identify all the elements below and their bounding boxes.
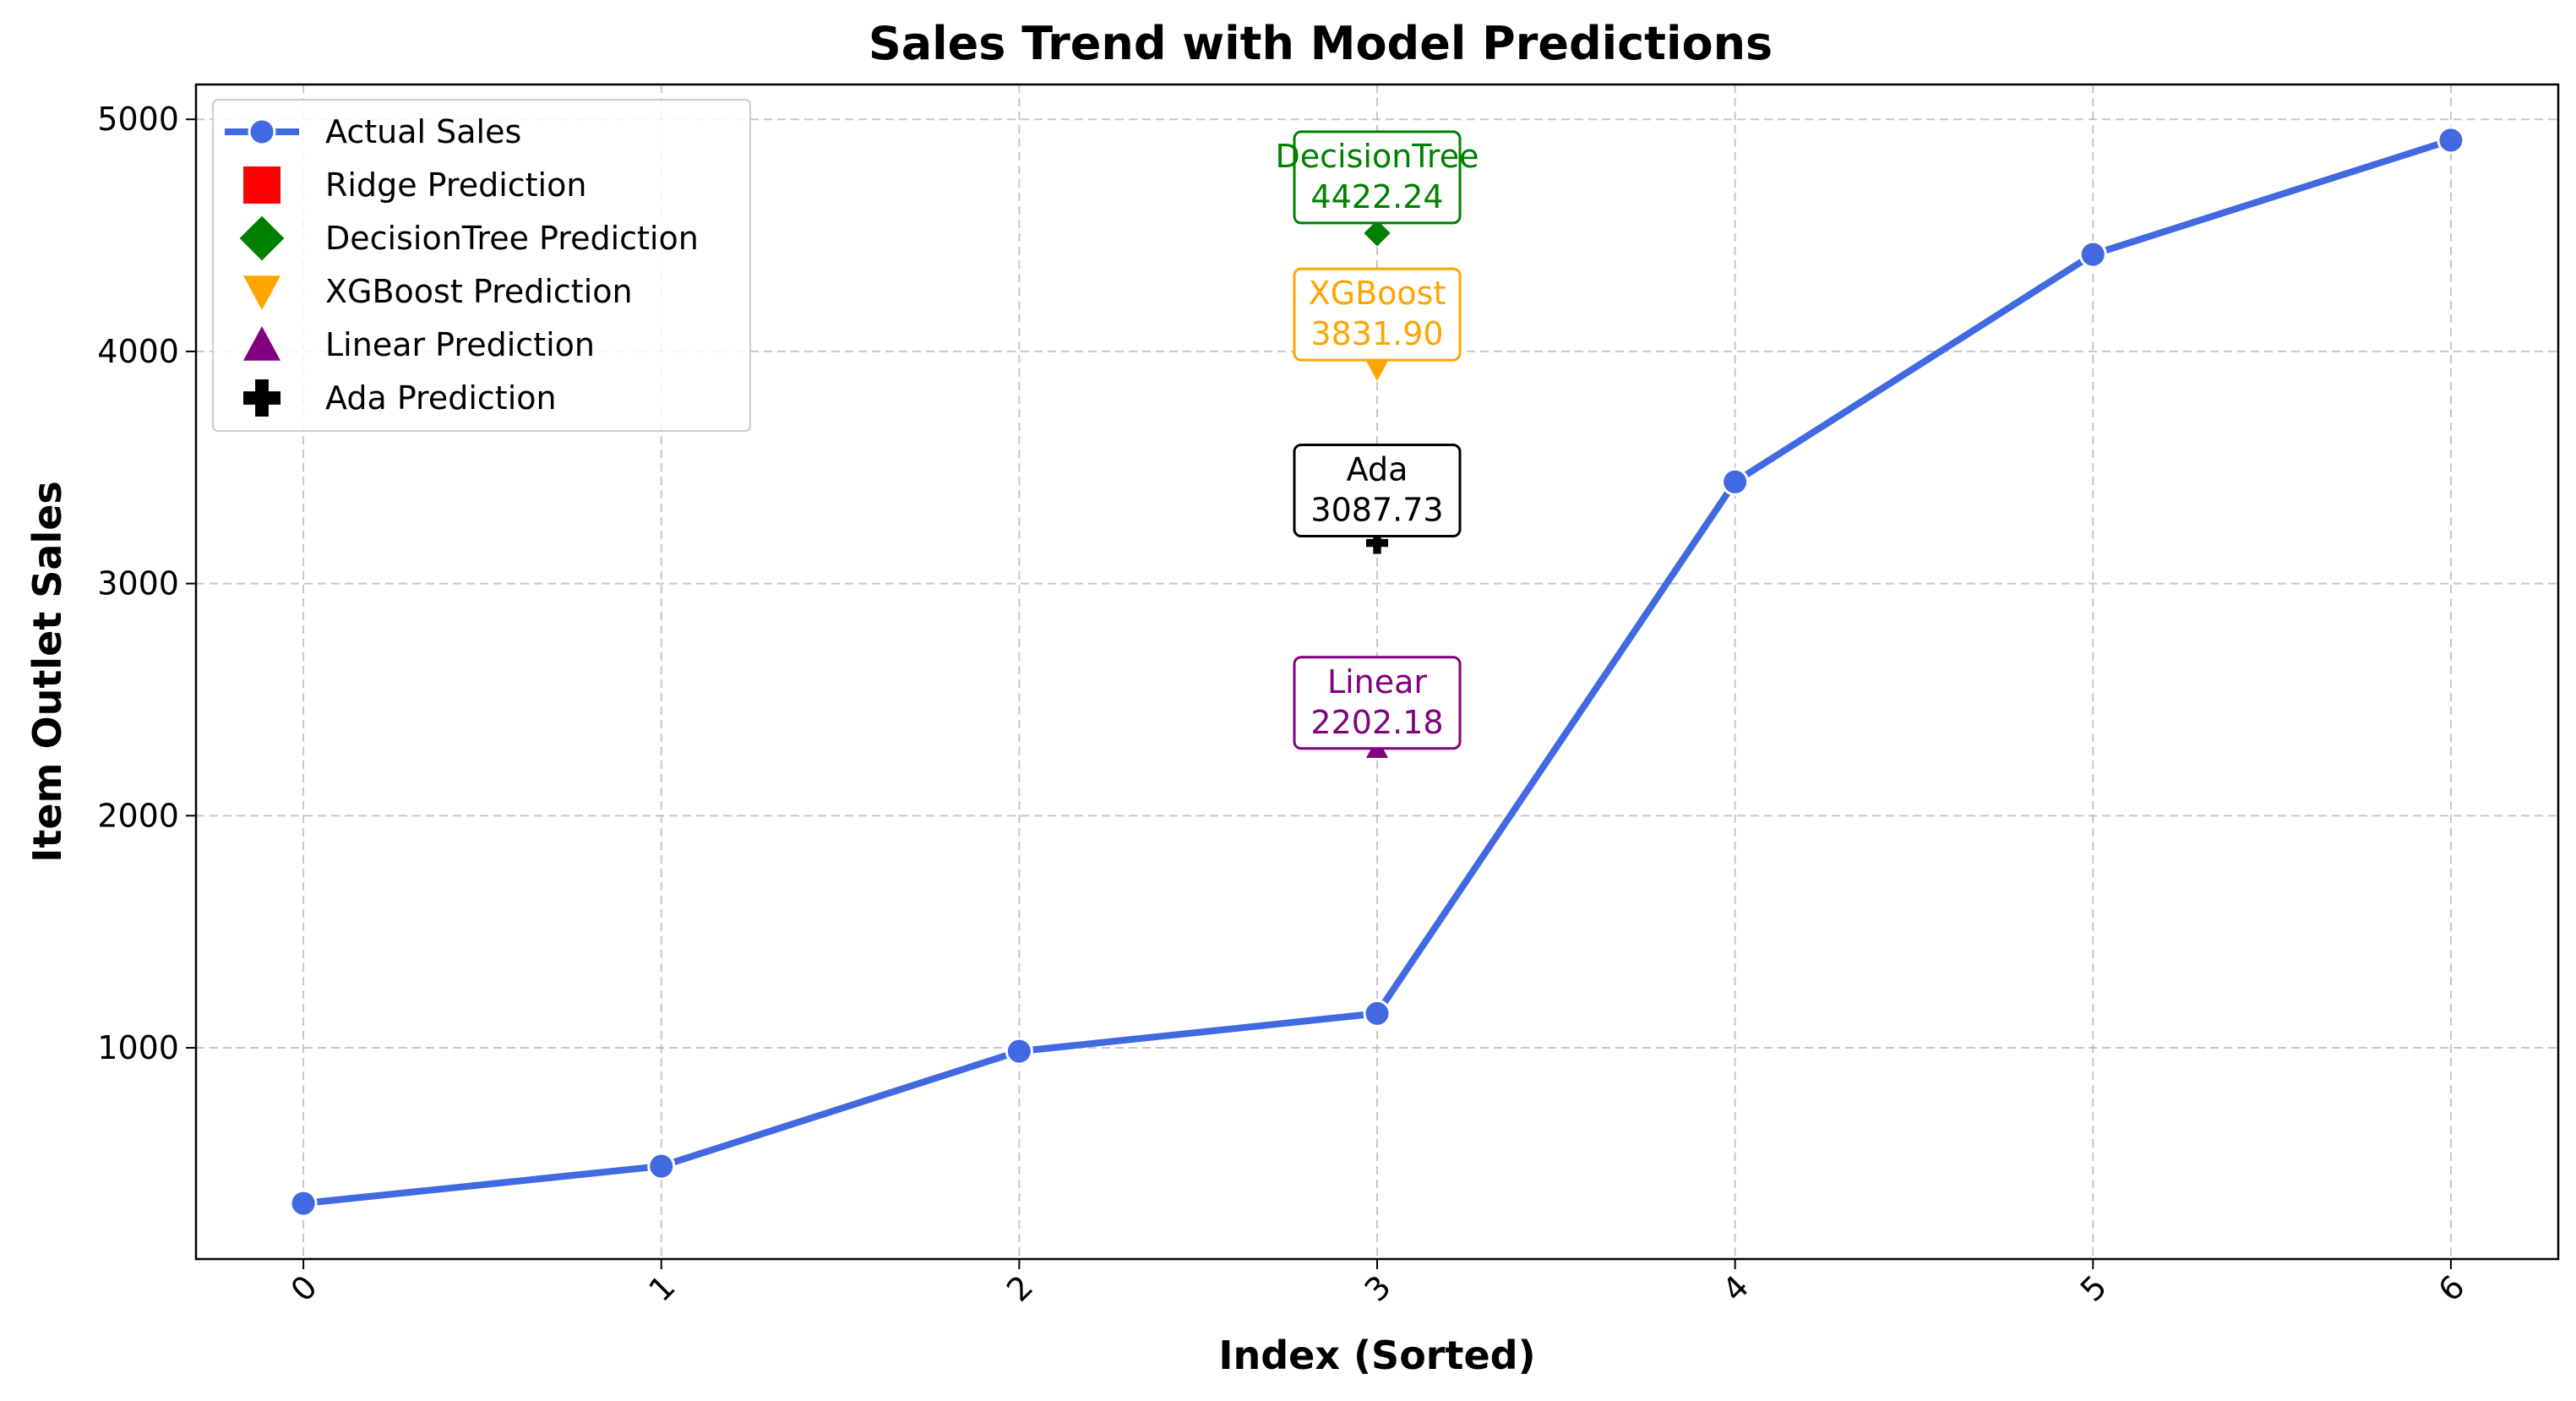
legend-label-xgboost: XGBoost Prediction <box>325 273 633 310</box>
annotation-box-ada <box>1293 444 1462 538</box>
annotation-model-xgboost: XGBoost <box>1309 275 1446 312</box>
annotation-box-decisiontree <box>1293 130 1462 225</box>
annotation-value-linear: 2202.18 <box>1310 704 1443 741</box>
x-tick-label: 1 <box>641 1268 682 1309</box>
annotation-model-linear: Linear <box>1327 663 1427 700</box>
annotation-model-decisiontree: DecisionTree <box>1276 138 1479 175</box>
x-axis-label: Index (Sorted) <box>1218 1333 1535 1378</box>
data-point-actual-sales <box>289 1189 318 1218</box>
legend-label-actual-sales: Actual Sales <box>325 113 521 150</box>
legend-label-ada: Ada Prediction <box>325 379 557 417</box>
data-point-actual-sales <box>2437 126 2465 155</box>
annotation-box-xgboost <box>1293 267 1462 362</box>
legend-marker-linear <box>243 326 280 361</box>
y-tick-label: 1000 <box>97 1029 179 1066</box>
annotation-value-decisiontree: 4422.24 <box>1310 178 1443 215</box>
data-point-actual-sales <box>1363 999 1391 1028</box>
series-layer <box>289 126 2465 1218</box>
prediction-marker-ada <box>1366 532 1388 554</box>
data-point-actual-sales <box>1005 1037 1033 1066</box>
legend-label-decisiontree: DecisionTree Prediction <box>325 220 699 257</box>
y-tick-label: 5000 <box>97 101 179 138</box>
legend: Actual Sales Ridge Prediction DecisionTree… <box>212 99 751 432</box>
prediction-marker-decisiontree <box>1364 220 1391 247</box>
x-tick-label: 2 <box>999 1268 1040 1309</box>
annotation-value-ada: 3087.73 <box>1310 492 1443 529</box>
y-tick-label: 4000 <box>97 333 179 370</box>
annotation-box-linear <box>1293 656 1462 750</box>
y-axis-ticks: 1000 2000 3000 4000 5000 <box>97 101 196 1066</box>
legend-marker-xgboost <box>243 275 280 310</box>
y-tick-label: 2000 <box>97 797 179 834</box>
annotation-value-xgboost: 3831.90 <box>1310 315 1443 352</box>
legend-label-linear: Linear Prediction <box>325 326 595 363</box>
data-point-actual-sales <box>1721 467 1750 496</box>
legend-marker-ridge <box>243 166 280 204</box>
data-point-actual-sales <box>647 1152 676 1180</box>
prediction-marker-xgboost <box>1366 361 1388 382</box>
x-tick-label: 5 <box>2073 1268 2114 1309</box>
x-tick-label: 0 <box>284 1268 324 1309</box>
annotation-model-ada: Ada <box>1347 451 1408 488</box>
chart-title: Sales Trend with Model Predictions <box>869 17 1773 70</box>
plot-frame <box>194 83 2560 1261</box>
x-tick-label: 4 <box>1715 1268 1756 1309</box>
legend-label-ridge: Ridge Prediction <box>325 166 586 204</box>
legend-marker-decisiontree <box>239 215 285 261</box>
data-point-actual-sales <box>2078 240 2107 269</box>
y-axis-label: Item Outlet Sales <box>25 481 70 863</box>
x-tick-label: 3 <box>1358 1268 1398 1309</box>
x-tick-label: 6 <box>2432 1268 2472 1309</box>
legend-marker-ada <box>243 379 280 417</box>
legend-marker-actual-sales <box>248 117 276 146</box>
y-tick-label: 3000 <box>97 565 179 602</box>
legend-box <box>212 99 751 432</box>
x-axis-ticks: 0 1 2 3 4 5 6 <box>284 1259 2472 1309</box>
